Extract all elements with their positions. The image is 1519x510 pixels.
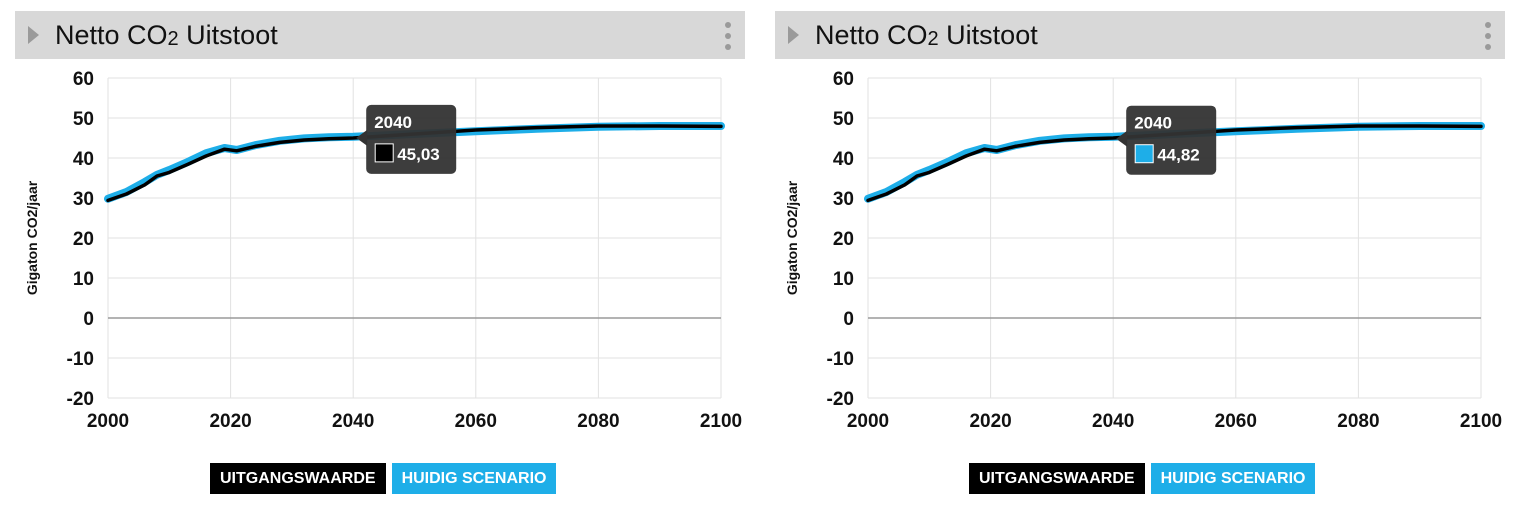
more-options-icon[interactable] [1481, 22, 1495, 50]
expand-triangle-icon[interactable] [788, 26, 799, 44]
y-tick-label: 10 [73, 269, 94, 290]
y-tick-label: -20 [67, 389, 94, 410]
panel-title: Netto CO2 Uitstoot [55, 20, 278, 50]
line-chart[interactable]: -20 -10 0 10 20 30 40 50 60 2000 2020 2040 2060 2080 2… [15, 60, 755, 450]
series-line [866, 124, 1483, 203]
y-tick-label: 50 [73, 109, 94, 130]
panel-header[interactable]: Netto CO2 Uitstoot [775, 11, 1505, 59]
x-tick-label: 2080 [577, 411, 619, 432]
x-tick-label: 2080 [1337, 411, 1379, 432]
title-subscript: 2 [927, 28, 939, 50]
y-tick-label: -20 [827, 389, 854, 410]
y-tick-label: 0 [83, 309, 94, 330]
chart-legend: UITGANGSWAARDE HUIDIG SCENARIO [210, 463, 557, 494]
y-tick-label: 10 [833, 269, 854, 290]
tooltip-value: 45,03 [397, 145, 440, 164]
x-tick-label: 2040 [332, 411, 374, 432]
x-tick-label: 2020 [969, 411, 1011, 432]
y-tick-label: 60 [73, 69, 94, 90]
tooltip-x-label: 2040 [1134, 114, 1172, 133]
y-tick-label: 40 [833, 149, 854, 170]
tooltip-value: 44,82 [1157, 146, 1200, 165]
y-tick-label: 30 [73, 189, 94, 210]
y-tick-label: -10 [827, 349, 854, 370]
tooltip-pointer [356, 129, 368, 146]
y-tick-label: 50 [833, 109, 854, 130]
line-chart[interactable]: -20 -10 0 10 20 30 40 50 60 2000 2020 2040 2060 2080 2… [775, 60, 1515, 450]
x-tick-label: 2060 [455, 411, 497, 432]
legend-baseline-button[interactable]: UITGANGSWAARDE [969, 463, 1145, 494]
chart-legend: UITGANGSWAARDE HUIDIG SCENARIO [969, 463, 1316, 494]
y-axis-label: Gigaton CO2/jaar [24, 180, 40, 295]
panel-title: Netto CO2 Uitstoot [815, 20, 1038, 50]
x-tick-label: 2100 [1460, 411, 1502, 432]
y-tick-label: 20 [73, 229, 94, 250]
x-tick-label: 2100 [700, 411, 742, 432]
tooltip-pointer [1116, 130, 1128, 147]
legend-baseline-button[interactable]: UITGANGSWAARDE [210, 463, 386, 494]
chart-panel-left: Netto CO2 Uitstoot -20 -10 0 10 20 30 40 50 60 20… [15, 0, 755, 510]
tooltip: 2040 44,82 [1116, 105, 1217, 175]
y-tick-label: -10 [67, 349, 94, 370]
y-tick-label: 30 [833, 189, 854, 210]
tooltip-series-swatch [1134, 144, 1154, 164]
panel-header[interactable]: Netto CO2 Uitstoot [15, 11, 745, 59]
x-tick-label: 2060 [1215, 411, 1257, 432]
y-tick-label: 0 [843, 309, 854, 330]
x-tick-label: 2040 [1092, 411, 1134, 432]
x-tick-label: 2000 [847, 411, 889, 432]
tooltip: 2040 45,03 [356, 104, 457, 174]
tooltip-x-label: 2040 [374, 113, 412, 132]
title-subscript: 2 [167, 28, 179, 50]
chart-panel-right: Netto CO2 Uitstoot -20 -10 0 10 20 30 40 50 60 20… [775, 0, 1515, 510]
expand-triangle-icon[interactable] [28, 26, 39, 44]
x-tick-label: 2000 [87, 411, 129, 432]
y-tick-label: 20 [833, 229, 854, 250]
y-tick-label: 40 [73, 149, 94, 170]
more-options-icon[interactable] [721, 22, 735, 50]
legend-current-scenario-button[interactable]: HUIDIG SCENARIO [1150, 463, 1316, 494]
tooltip-series-swatch [374, 143, 394, 163]
legend-current-scenario-button[interactable]: HUIDIG SCENARIO [391, 463, 557, 494]
y-tick-label: 60 [833, 69, 854, 90]
x-tick-label: 2020 [209, 411, 251, 432]
series-line [106, 124, 723, 203]
y-axis-label: Gigaton CO2/jaar [784, 180, 800, 295]
